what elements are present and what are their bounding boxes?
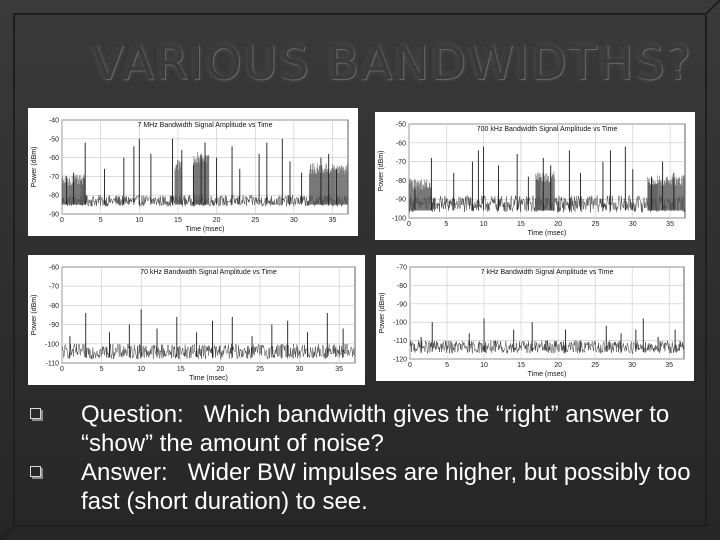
x-axis-label: Time (msec) (528, 230, 567, 237)
bullet-question: Question: Which bandwidth gives the “rig… (30, 400, 710, 458)
x-tick-label: 0 (60, 217, 64, 224)
x-tick-label: 15 (177, 366, 185, 373)
bullet-list: Question: Which bandwidth gives the “rig… (30, 400, 710, 516)
y-tick-label: -70 (49, 174, 59, 181)
y-tick-label: -120 (393, 357, 407, 364)
x-tick-label: 10 (137, 366, 145, 373)
y-tick-label: -70 (396, 159, 406, 166)
x-tick-label: 30 (629, 221, 637, 228)
chart-panel-7mhz: -40 -50 -60 -70 -80 -90 0 5 10 15 20 25 30 35 7 MHz Ba… (28, 108, 358, 236)
x-tick-label: 10 (480, 362, 488, 369)
chart-panel-70khz: -60 -70 -80 -90 -100 -110 0 5 10 15 20 25 30 35 70 kHz… (28, 255, 365, 385)
chart-title: 7 kHz Bandwidth Signal Amplitude vs Time (481, 269, 614, 276)
y-tick-label: -70 (397, 265, 407, 272)
y-tick-label: -80 (49, 193, 59, 200)
x-tick-label: 35 (665, 362, 673, 369)
y-tick-label: -90 (397, 301, 407, 308)
x-tick-label: 20 (216, 366, 224, 373)
y-tick-label: -80 (397, 283, 407, 290)
x-tick-label: 10 (480, 221, 488, 228)
chart-panel-7khz: -70 -80 -90 -100 -110 -120 0 5 10 15 20 25 30 35 7 kHz… (376, 255, 694, 381)
y-tick-label: -110 (46, 361, 60, 368)
y-tick-label: -60 (49, 155, 59, 162)
x-tick-label: 35 (329, 217, 337, 224)
x-tick-label: 15 (517, 362, 525, 369)
x-tick-label: 25 (256, 366, 264, 373)
chart-panel-700khz: -50 -60 -70 -80 -90 -100 0 5 10 15 20 25 30 35 700 kHz… (375, 112, 695, 240)
y-tick-label: -60 (49, 265, 59, 272)
x-tick-label: 20 (213, 217, 221, 224)
x-tick-label: 5 (100, 366, 104, 373)
x-tick-label: 5 (445, 362, 449, 369)
x-tick-label: 0 (408, 362, 412, 369)
y-tick-label: -80 (396, 178, 406, 185)
y-tick-label: -80 (49, 303, 59, 310)
x-tick-label: 25 (251, 217, 259, 224)
x-tick-label: 25 (591, 362, 599, 369)
burst-activity (309, 163, 349, 205)
y-tick-label: -40 (49, 118, 59, 125)
x-axis-label: Time (msec) (189, 375, 228, 382)
bullet-square-icon (30, 408, 41, 419)
x-tick-label: 35 (335, 366, 343, 373)
x-tick-label: 15 (174, 217, 182, 224)
bullet-square-icon (30, 466, 41, 477)
y-tick-label: -90 (49, 212, 59, 219)
x-tick-label: 5 (99, 217, 103, 224)
x-tick-label: 35 (666, 221, 674, 228)
y-tick-label: -100 (45, 341, 59, 348)
chart-title: 7 MHz Bandwidth Signal Amplitude vs Time (137, 122, 272, 129)
x-tick-label: 25 (592, 221, 600, 228)
x-tick-label: 0 (60, 366, 64, 373)
noise-floor-trace (61, 343, 356, 360)
slide-title: VARIOUS BANDWIDTHS? (92, 36, 693, 90)
chart-title: 70 kHz Bandwidth Signal Amplitude vs Tim… (140, 269, 277, 276)
x-tick-label: 5 (444, 221, 448, 228)
y-tick-label: -50 (49, 136, 59, 143)
x-tick-label: 10 (135, 217, 143, 224)
y-tick-label: -100 (393, 320, 407, 327)
bullet-answer-text: Answer: Wider BW impulses are higher, bu… (81, 459, 691, 515)
y-tick-label: -110 (394, 338, 408, 345)
y-axis-label: Power (dBm) (31, 147, 38, 188)
x-tick-label: 15 (517, 221, 525, 228)
bullet-question-text: Question: Which bandwidth gives the “rig… (81, 401, 670, 457)
x-tick-label: 20 (554, 362, 562, 369)
bullet-answer: Answer: Wider BW impulses are higher, bu… (30, 458, 710, 516)
y-axis-label: Power (dBm) (379, 293, 386, 334)
x-tick-label: 30 (628, 362, 636, 369)
x-tick-label: 0 (407, 221, 411, 228)
y-tick-label: -60 (396, 140, 406, 147)
y-tick-label: -50 (396, 122, 406, 129)
y-tick-label: -90 (49, 322, 59, 329)
x-tick-label: 20 (554, 221, 562, 228)
x-tick-label: 30 (290, 217, 298, 224)
chart-7mhz: -40 -50 -60 -70 -80 -900 5 10 15 20 25 30 35 7 MHz Ba… (31, 118, 349, 233)
burst-activity (174, 159, 182, 205)
burst-activity (408, 178, 432, 211)
y-tick-label: -90 (396, 197, 406, 204)
y-tick-label: -70 (49, 284, 59, 291)
x-tick-label: 30 (296, 366, 304, 373)
y-axis-label: Power (dBm) (31, 295, 38, 336)
x-axis-label: Time (msec) (186, 226, 225, 233)
chart-title: 700 kHz Bandwidth Signal Amplitude vs Ti… (477, 126, 618, 133)
x-axis-label: Time (msec) (528, 371, 567, 378)
y-axis-label: Power (dBm) (378, 151, 385, 192)
y-tick-label: -100 (392, 216, 406, 223)
